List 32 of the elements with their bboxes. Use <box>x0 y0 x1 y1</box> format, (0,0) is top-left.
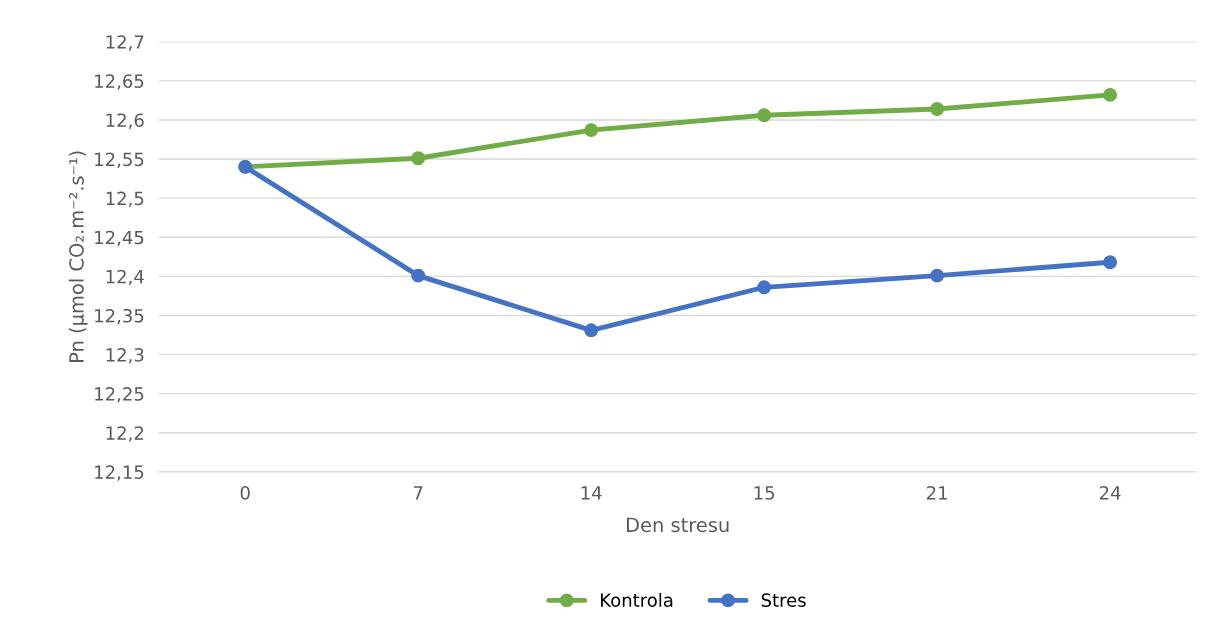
point <box>757 280 772 295</box>
y-tick-label: 12,4 <box>106 269 144 286</box>
y-tick-label: 12,5 <box>106 191 144 208</box>
x-tick-label: 15 <box>754 486 775 500</box>
point <box>1103 87 1118 102</box>
point <box>411 151 426 166</box>
y-tick-label: 12,15 <box>95 465 144 481</box>
y-tick-label: 12,2 <box>106 426 144 442</box>
x-axis-title: Den stresu <box>626 517 729 533</box>
point <box>1103 255 1118 270</box>
point <box>930 268 945 283</box>
y-tick-label: 12,45 <box>95 230 144 247</box>
x-tick-label: 0 <box>240 486 250 500</box>
y-axis-title: Pn (µmol CO₂.m⁻².s⁻¹) <box>68 151 88 362</box>
point <box>411 268 426 283</box>
x-tick-label: 14 <box>581 486 602 500</box>
y-tick-label: 12,65 <box>95 74 144 90</box>
legend-label: Kontrola <box>601 593 673 607</box>
x-tick-label: 24 <box>1099 486 1121 500</box>
point <box>584 323 599 338</box>
y-tick-label: 12,7 <box>106 35 144 51</box>
y-tick-label: 12,35 <box>95 308 144 325</box>
y-tick-label: 12,3 <box>106 348 144 364</box>
point <box>930 102 945 116</box>
legend-label: Stres <box>761 593 806 607</box>
point <box>584 123 599 138</box>
y-tick-label: 12,25 <box>95 387 144 403</box>
point <box>757 108 772 123</box>
x-tick-label: 21 <box>926 486 947 500</box>
y-tick-label: 12,6 <box>106 113 144 129</box>
x-tick-label: 7 <box>413 486 423 500</box>
y-tick-label: 12,55 <box>95 152 144 168</box>
